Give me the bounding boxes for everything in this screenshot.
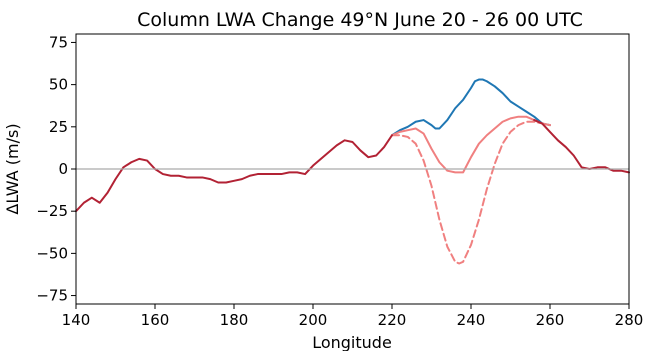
plot-area	[75, 33, 630, 305]
x-tick-label: 260	[536, 311, 565, 329]
series-layer	[75, 78, 630, 265]
x-tick-label: 180	[220, 311, 249, 329]
x-tick-label: 240	[457, 311, 486, 329]
series-line-4	[533, 119, 630, 174]
y-tick-label: 25	[49, 118, 68, 136]
y-tick-label: 50	[49, 76, 68, 94]
y-tick-label: −25	[36, 202, 68, 220]
x-tick-label: 160	[141, 311, 170, 329]
series-line-2	[391, 120, 551, 265]
x-axis: 140 160 180 200 220 240 260 280	[62, 304, 644, 329]
y-tick-label: −75	[36, 287, 68, 305]
y-tick-label: 0	[58, 160, 68, 178]
x-tick-label: 220	[378, 311, 407, 329]
series-line-0	[391, 78, 551, 137]
x-tick-label: 200	[299, 311, 328, 329]
y-tick-label: 75	[49, 33, 68, 51]
series-line-3	[75, 134, 393, 213]
y-axis: −75 −50 −25 0 25 50 75	[36, 33, 76, 305]
x-tick-label: 280	[615, 311, 644, 329]
x-axis-label: Longitude	[312, 333, 392, 351]
series-line-1	[391, 115, 551, 174]
chart-title: Column LWA Change 49°N June 20 - 26 00 U…	[137, 9, 583, 31]
y-axis-label: ΔLWA (m/s)	[3, 123, 22, 214]
x-tick-label: 140	[62, 311, 91, 329]
y-tick-label: −50	[36, 244, 68, 262]
